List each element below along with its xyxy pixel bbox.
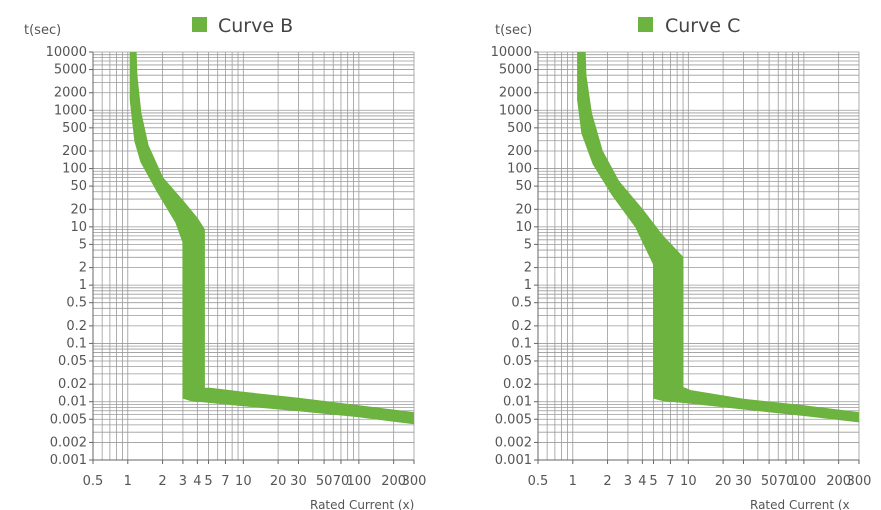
x-tick-label: 300 xyxy=(402,474,427,489)
y-tick-label: 0.1 xyxy=(66,336,87,351)
y-tick-label: 0.05 xyxy=(58,354,87,369)
y-tick-label: 2 xyxy=(524,261,532,276)
y-tick-label: 1 xyxy=(79,278,87,293)
trip-band xyxy=(129,52,414,425)
plot-area xyxy=(93,52,414,460)
y-tick-label: 2 xyxy=(79,261,87,276)
x-tick-label: 200 xyxy=(826,474,851,489)
x-tick-label: 0.5 xyxy=(83,474,104,489)
x-tick-label: 10 xyxy=(235,474,252,489)
x-tick-label: 300 xyxy=(847,474,872,489)
x-tick-label: 1 xyxy=(569,474,577,489)
y-tick-label: 10 xyxy=(515,220,532,235)
y-tick-label: 5 xyxy=(79,237,87,252)
x-tick-label: 100 xyxy=(791,474,816,489)
x-tick-label: 20 xyxy=(270,474,287,489)
trip-band xyxy=(577,52,859,423)
x-tick-label: 2 xyxy=(158,474,166,489)
y-tick-label: 0.01 xyxy=(58,395,87,410)
y-tick-label: 5000 xyxy=(54,63,87,78)
x-tick-label: 20 xyxy=(715,474,732,489)
x-tick-label: 50 xyxy=(761,474,778,489)
y-tick-label: 10000 xyxy=(46,45,87,60)
x-tick-label: 3 xyxy=(624,474,632,489)
curve-c-chart: 10000 5000 2000 1000 500 200 100 50 20 10 5 2 1 0.5 0.… xyxy=(491,15,872,510)
y-tick-label: 0.05 xyxy=(503,354,532,369)
grid xyxy=(92,51,415,461)
x-tick-label: 30 xyxy=(290,474,307,489)
chart-title: Curve C xyxy=(665,15,740,37)
y-axis-title: t(sec) xyxy=(24,23,61,38)
x-tick-label: 7 xyxy=(666,474,674,489)
x-tick-label: 50 xyxy=(316,474,333,489)
x-tick-label: 1 xyxy=(124,474,132,489)
y-tick-label: 50 xyxy=(70,179,87,194)
y-tick-label: 0.02 xyxy=(503,377,532,392)
y-tick-label: 5 xyxy=(524,237,532,252)
grid xyxy=(537,51,860,461)
x-tick-label: 5 xyxy=(204,474,212,489)
y-tick-label: 20 xyxy=(515,202,532,217)
x-tick-label: 0.5 xyxy=(528,474,549,489)
x-tick-label: 30 xyxy=(735,474,752,489)
y-tick-label: 0.001 xyxy=(50,453,87,468)
y-tick-label: 20 xyxy=(70,202,87,217)
y-tick-label: 0.5 xyxy=(511,296,532,311)
x-tick-label: 5 xyxy=(649,474,657,489)
y-tick-label: 0.01 xyxy=(503,395,532,410)
y-tick-label: 0.005 xyxy=(495,412,532,427)
y-tick-label: 10000 xyxy=(491,45,532,60)
y-tick-label: 0.02 xyxy=(58,377,87,392)
x-tick-label: 4 xyxy=(638,474,646,489)
y-tick-label: 2000 xyxy=(54,86,87,101)
y-tick-label: 0.5 xyxy=(66,296,87,311)
x-tick-label: 7 xyxy=(221,474,229,489)
y-tick-label: 0.001 xyxy=(495,453,532,468)
y-tick-label: 2000 xyxy=(499,86,532,101)
y-tick-label: 200 xyxy=(62,144,87,159)
y-tick-label: 200 xyxy=(507,144,532,159)
y-tick-label: 1000 xyxy=(499,103,532,118)
x-axis-title: Rated Current (x) xyxy=(310,498,414,510)
y-tick-label: 1000 xyxy=(54,103,87,118)
y-tick-label: 100 xyxy=(62,162,87,177)
y-tick-label: 50 xyxy=(515,179,532,194)
x-tick-label: 10 xyxy=(680,474,697,489)
x-tick-label: 70 xyxy=(333,474,350,489)
y-tick-label: 0.2 xyxy=(511,319,532,334)
x-axis-title: Rated Current (x xyxy=(750,498,850,510)
y-tick-label: 5000 xyxy=(499,63,532,78)
y-tick-label: 500 xyxy=(507,121,532,136)
legend-swatch xyxy=(638,17,653,32)
x-tick-label: 200 xyxy=(381,474,406,489)
y-axis-title: t(sec) xyxy=(495,23,532,38)
y-tick-label: 0.002 xyxy=(495,435,532,450)
y-tick-label: 100 xyxy=(507,162,532,177)
y-tick-label: 0.1 xyxy=(511,336,532,351)
x-tick-label: 70 xyxy=(778,474,795,489)
legend-swatch xyxy=(192,17,207,32)
y-tick-label: 0.005 xyxy=(50,412,87,427)
y-tick-label: 10 xyxy=(70,220,87,235)
y-tick-label: 0.2 xyxy=(66,319,87,334)
curve-b-chart: 10000 5000 2000 1000 500 200 100 50 20 10 5 2 1 0.5 0.… xyxy=(24,15,426,510)
y-tick-label: 0.002 xyxy=(50,435,87,450)
x-tick-label: 3 xyxy=(179,474,187,489)
y-tick-label: 1 xyxy=(524,278,532,293)
y-tick-label: 500 xyxy=(62,121,87,136)
x-tick-label: 4 xyxy=(193,474,201,489)
x-tick-label: 100 xyxy=(346,474,371,489)
chart-title: Curve B xyxy=(218,15,293,37)
x-tick-label: 2 xyxy=(603,474,611,489)
